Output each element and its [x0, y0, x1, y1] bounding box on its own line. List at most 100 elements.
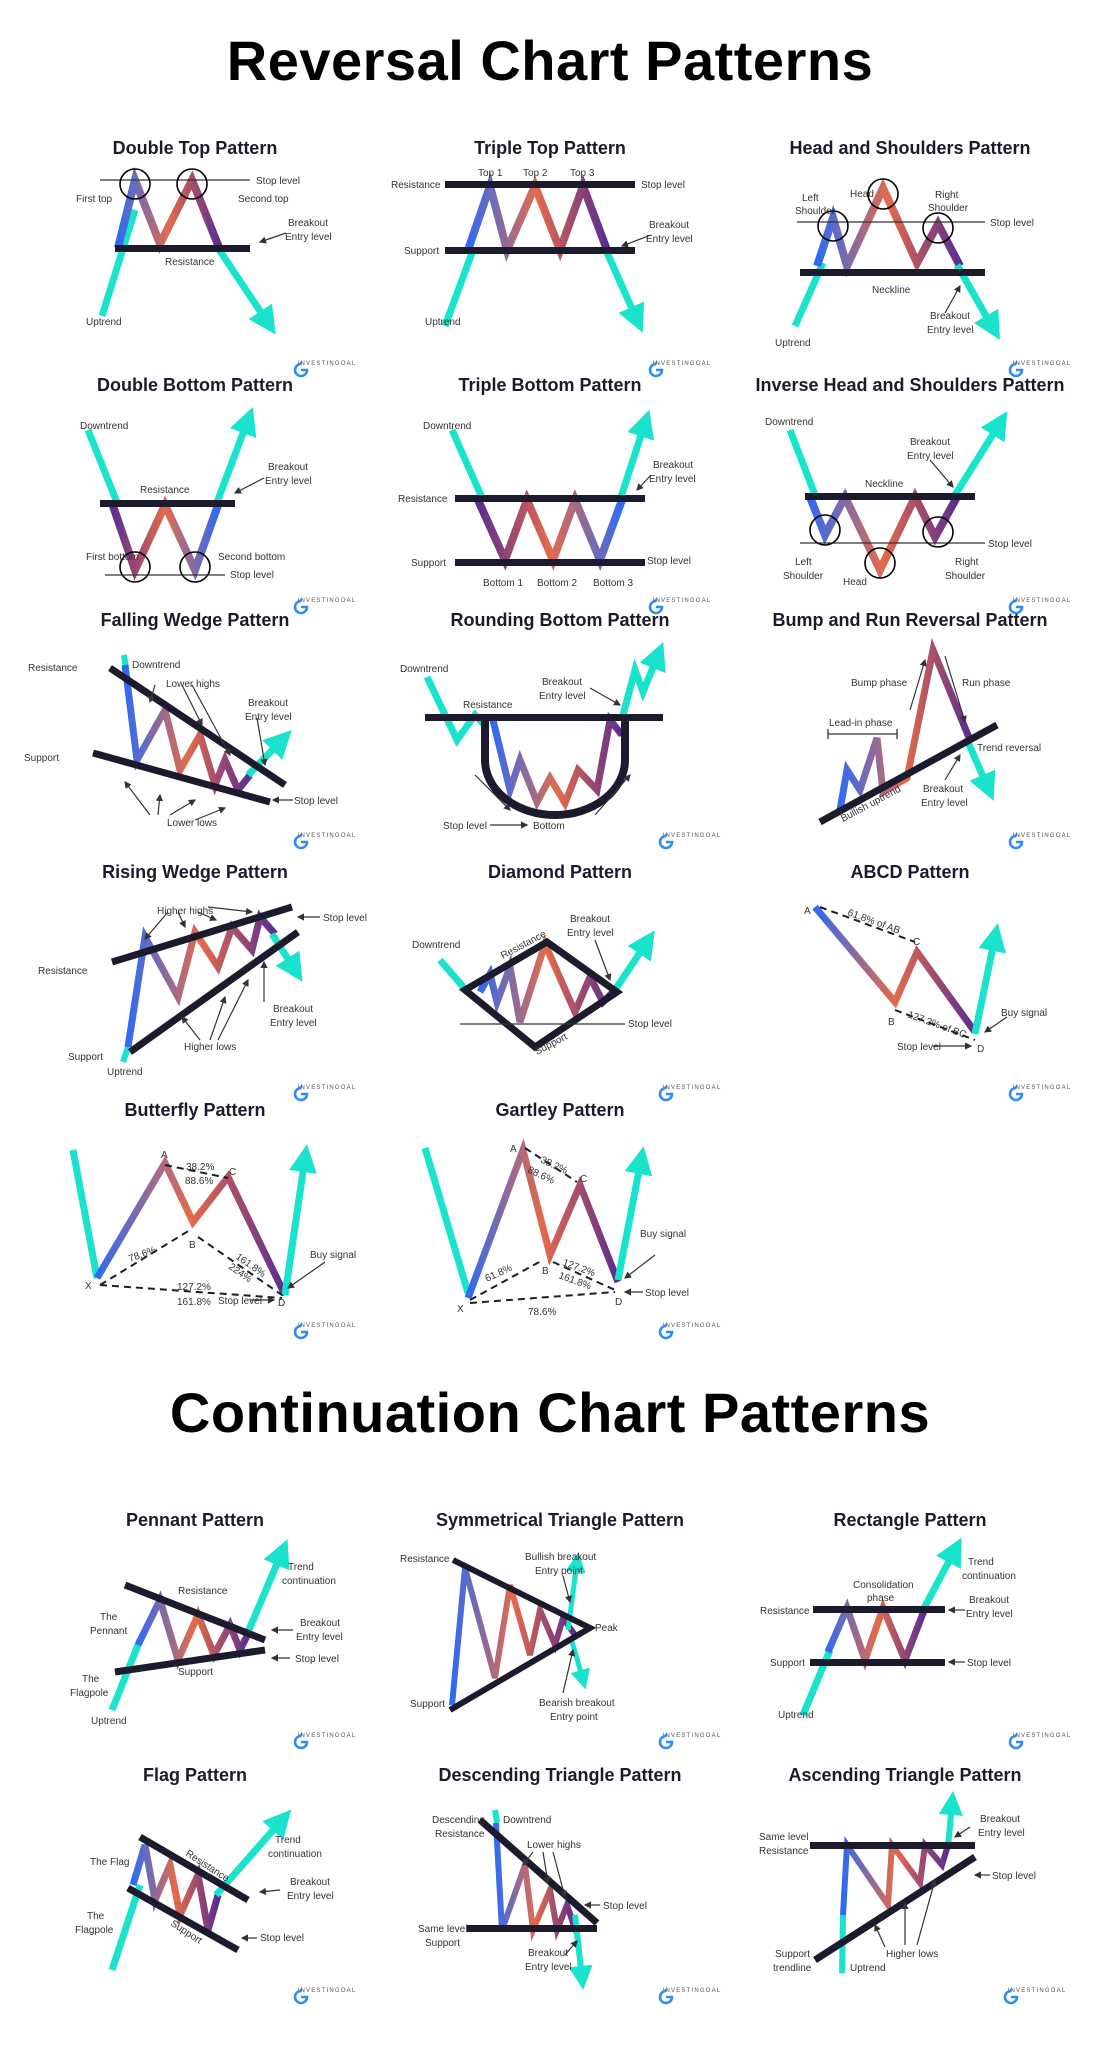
- diagram-label: Lower lows: [167, 818, 217, 829]
- investingoal-logo-icon: [293, 1323, 309, 1340]
- diagram-label: The: [82, 1674, 100, 1685]
- diagram-label: Resistance: [140, 485, 190, 496]
- diagram-label: Peak: [595, 1623, 619, 1634]
- bump-and-run-diagram: Bump phase Run phase Lead-in phase Trend…: [818, 638, 1041, 826]
- diagram-label: Entry point: [535, 1566, 583, 1577]
- diagram-label: 78.6%: [127, 1245, 158, 1265]
- diagram-label: C: [580, 1174, 587, 1185]
- diagram-label: Breakout: [969, 1595, 1009, 1606]
- diagram-label: trendline: [773, 1963, 812, 1974]
- diagram-label: 61.8%: [484, 1263, 514, 1285]
- diagram-label: First bottom: [86, 552, 139, 563]
- panel-title: Symmetrical Triangle Pattern: [435, 1510, 685, 1530]
- investingoal-logo-icon: [1008, 361, 1024, 378]
- investingoal-logo-icon: [1008, 1733, 1024, 1750]
- panel-title: Falling Wedge Pattern: [100, 610, 290, 630]
- diagram-label: Same level: [759, 1832, 808, 1843]
- diagram-label: Breakout: [649, 220, 689, 231]
- diagram-label: Entry level: [525, 1962, 572, 1973]
- investingoal-logo-icon: [658, 833, 674, 850]
- diagram-label: Support: [411, 558, 446, 569]
- diagram-label: continuation: [268, 1849, 322, 1860]
- investingoal-logo-icon: [658, 1733, 674, 1750]
- diagram-label: Stop level: [230, 570, 274, 581]
- double-top-diagram: Stop level First top Second top Breakout…: [76, 166, 332, 335]
- diagram-label: Stop level: [256, 176, 300, 187]
- panel-gartley: Gartley Pattern A 38.2% 88.6% C Buy sign…: [385, 1100, 735, 1340]
- diagram-label: Same level: [418, 1924, 467, 1935]
- investingoal-logo-icon: [1008, 833, 1024, 850]
- diagram-label: 78.6%: [528, 1307, 556, 1318]
- brand-name: INVESTINGOAL: [1012, 833, 1072, 839]
- diagram-label: Downtrend: [400, 664, 448, 675]
- diagram-label: Stop level: [603, 1901, 647, 1912]
- investingoal-logo: INVESTINGOAL: [647, 598, 717, 615]
- panel-ascending-triangle: Ascending Triangle Pattern Breakout Entr…: [730, 1765, 1080, 2005]
- diagram-label: Stop level: [645, 1288, 689, 1299]
- diagram-label: Uptrend: [425, 317, 461, 328]
- diagram-label: Stop level: [260, 1933, 304, 1944]
- investingoal-logo-icon: [1003, 1988, 1019, 2005]
- diagram-label: Lead-in phase: [829, 718, 893, 729]
- symmetrical-triangle-diagram: Resistance Bullish breakout Entry point …: [400, 1552, 619, 1723]
- diagram-label: Buy signal: [310, 1250, 356, 1261]
- panel-title: Descending Triangle Pattern: [438, 1765, 682, 1785]
- diagram-label: Resistance: [178, 1586, 228, 1597]
- panel-title: Pennant Pattern: [125, 1510, 265, 1530]
- investingoal-logo-icon: [648, 598, 664, 615]
- diagram-label: Resistance: [391, 180, 441, 191]
- diagram-label: continuation: [962, 1571, 1016, 1582]
- brand-name: INVESTINGOAL: [1012, 1733, 1072, 1739]
- panel-title: Butterfly Pattern: [124, 1100, 266, 1120]
- continuation-section-title: Continuation Chart Patterns: [169, 1381, 931, 1444]
- diagram-label: Bottom 2: [537, 578, 577, 589]
- brand-name: INVESTINGOAL: [297, 1323, 357, 1329]
- diagram-label: C: [913, 937, 920, 948]
- diagram-label: Breakout: [273, 1004, 313, 1015]
- investingoal-logo: INVESTINGOAL: [657, 1085, 727, 1102]
- investingoal-logo-icon: [293, 598, 309, 615]
- diagram-label: Breakout: [290, 1877, 330, 1888]
- diagram-label: 88.6%: [185, 1176, 213, 1187]
- diagram-label: Stop level: [897, 1042, 941, 1053]
- diagram-label: Breakout: [923, 784, 963, 795]
- diagram-label: A: [161, 1150, 168, 1161]
- diagram-label: 127.2%: [177, 1282, 211, 1293]
- diagram-label: Support: [404, 246, 439, 257]
- panel-title: Double Bottom Pattern: [97, 375, 293, 395]
- panel-title: Triple Bottom Pattern: [458, 375, 642, 395]
- diagram-label: Uptrend: [86, 317, 122, 328]
- diagram-label: Shoulder: [945, 571, 986, 582]
- brand-name: INVESTINGOAL: [1012, 361, 1072, 367]
- investingoal-logo: INVESTINGOAL: [647, 361, 717, 378]
- brand-name: INVESTINGOAL: [297, 1733, 357, 1739]
- gartley-diagram: A 38.2% 88.6% C Buy signal 61.8% B 127.2…: [421, 1138, 689, 1318]
- diagram-label: X: [85, 1281, 92, 1292]
- diagram-label: 38.2%: [186, 1162, 214, 1173]
- diagram-label: Support: [68, 1052, 103, 1063]
- diagram-label: Lower highs: [166, 679, 220, 690]
- brand-name: INVESTINGOAL: [297, 361, 357, 367]
- diagram-label: Top 3: [570, 168, 595, 179]
- diagram-label: Breakout: [910, 437, 950, 448]
- panel-title: Bump and Run Reversal Pattern: [772, 610, 1048, 630]
- panel-double-top: Double Top Pattern Stop level First top …: [20, 138, 370, 378]
- diagram-label: Trend reversal: [977, 743, 1041, 754]
- investingoal-logo-icon: [1008, 1085, 1024, 1102]
- diagram-label: Stop level: [443, 821, 487, 832]
- diagram-label: Entry level: [567, 928, 614, 939]
- diagram-label: continuation: [282, 1576, 336, 1587]
- investingoal-logo: INVESTINGOAL: [1007, 361, 1077, 378]
- panel-butterfly: Butterfly Pattern A 38.2% 88.6% C 78.6% …: [20, 1100, 370, 1340]
- investingoal-logo: INVESTINGOAL: [1007, 833, 1077, 850]
- panel-triple-bottom: Triple Bottom Pattern Downtrend Breakout…: [375, 375, 725, 615]
- diagram-label: Buy signal: [1001, 1008, 1047, 1019]
- ascending-triangle-diagram: Breakout Entry level Same level Resistan…: [759, 1791, 1036, 1974]
- diagram-label: Bottom: [533, 821, 565, 832]
- diagram-label: Higher lows: [184, 1042, 236, 1053]
- investingoal-logo-icon: [658, 1323, 674, 1340]
- panel-descending-triangle: Descending Triangle Pattern Descending R…: [385, 1765, 735, 2005]
- diagram-label: Stop level: [323, 913, 367, 924]
- diagram-label: Support: [410, 1699, 445, 1710]
- diagram-label: Resistance: [435, 1829, 485, 1840]
